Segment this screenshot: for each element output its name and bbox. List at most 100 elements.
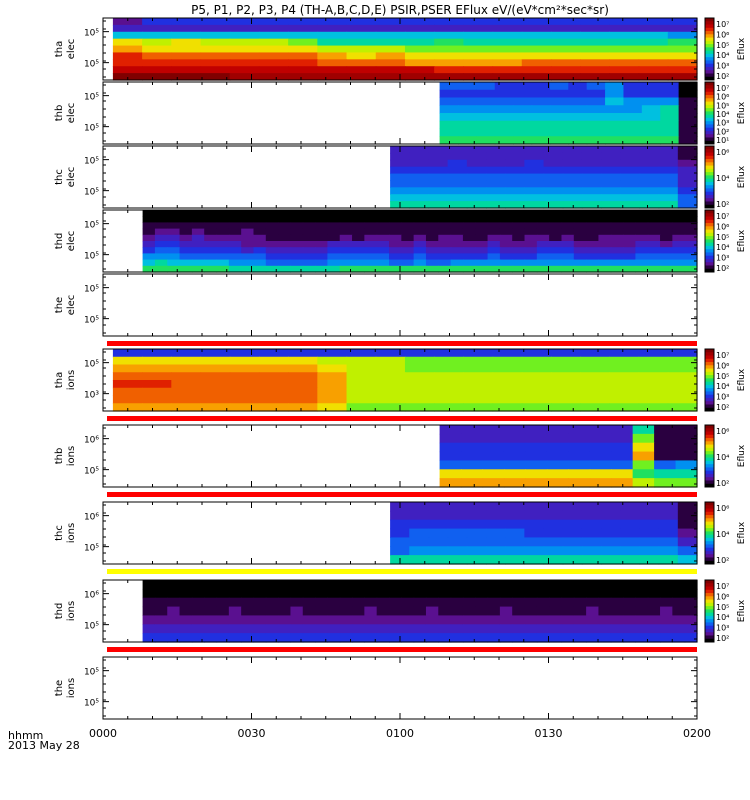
heatmap-cell [638, 380, 669, 389]
colorbar-segment [705, 149, 714, 154]
heatmap-cell [675, 460, 698, 470]
heatmap-cell [505, 166, 525, 175]
heatmap-cell [635, 597, 649, 608]
colorbar-segment [705, 213, 714, 218]
heatmap-cell [364, 241, 378, 248]
heatmap-cell [142, 38, 172, 47]
heatmap-cell [543, 180, 564, 188]
heatmap-cell [632, 451, 655, 462]
heatmap-cell [536, 216, 550, 223]
heatmap-cell [543, 537, 564, 547]
heatmap-cell [179, 624, 193, 634]
heatmap-cell [167, 210, 181, 217]
heatmap-cell [265, 633, 279, 643]
heatmap-cell [598, 615, 612, 625]
heatmap-cell [550, 395, 581, 404]
heatmap-cell [439, 469, 462, 479]
heatmap-cell [486, 546, 506, 556]
heatmap-cell [580, 31, 610, 40]
heatmap-cell [641, 89, 661, 99]
heatmap-cell [536, 633, 550, 643]
heatmap-cell [658, 152, 679, 161]
y-tick-label: 10⁵ [84, 124, 99, 134]
heatmap-cell [672, 241, 686, 248]
heatmap-cell [404, 45, 435, 54]
heatmap-cell [623, 241, 636, 248]
colorbar-segment [705, 397, 714, 402]
heatmap-cell [580, 38, 610, 47]
heatmap-cell [404, 59, 435, 67]
heatmap-cell [466, 166, 487, 175]
heatmap-cell [499, 633, 513, 643]
heatmap-cell [302, 615, 316, 625]
y-tick-label: 10⁵ [84, 188, 99, 198]
heatmap-cell [521, 403, 552, 412]
heatmap-cell [601, 519, 621, 530]
heatmap-cell [167, 241, 181, 248]
heatmap-cell [346, 38, 377, 47]
heatmap-cell [641, 120, 661, 130]
heatmap-cell [492, 364, 523, 373]
heatmap-cell [171, 356, 202, 366]
heatmap-cell [447, 152, 468, 161]
heatmap-cell [524, 580, 538, 590]
chart-title: P5, P1, P2, P3, P4 (TH-A,B,C,D,E) PSIR,P… [191, 3, 609, 17]
heatmap-cell [317, 364, 348, 373]
heatmap-cell [428, 528, 449, 539]
heatmap-cell [352, 259, 365, 267]
heatmap-cell [404, 380, 435, 389]
heatmap-cell [581, 537, 602, 547]
heatmap-cell [409, 510, 430, 521]
heatmap-cell [677, 173, 698, 182]
colorbar-segment [705, 599, 714, 604]
colorbar-segment [705, 434, 714, 439]
colorbar-segment [705, 121, 714, 125]
heatmap-cell [677, 510, 698, 521]
heatmap-cell [290, 606, 304, 617]
heatmap-cell [581, 166, 602, 175]
heatmap-cell [638, 387, 669, 397]
heatmap-cell [524, 159, 545, 168]
colorbar-segment [705, 82, 714, 86]
heatmap-cell [549, 624, 563, 634]
heatmap-cell [216, 253, 230, 261]
heatmap-cell [200, 66, 231, 74]
heatmap-cell [660, 241, 673, 248]
heatmap-cell [229, 380, 260, 389]
heatmap-cell [586, 82, 606, 91]
heatmap-cell [317, 395, 348, 404]
heatmap-cell [171, 59, 202, 67]
heatmap-cell [228, 210, 242, 217]
heatmap-cell [466, 194, 487, 202]
heatmap-cell [641, 97, 661, 106]
heatmap-cell [623, 216, 636, 223]
heatmap-cell [512, 222, 526, 230]
heatmap-cell [568, 97, 588, 106]
colorbar-segment [705, 130, 714, 135]
heatmap-cell [654, 442, 677, 453]
heatmap-cell [204, 580, 218, 590]
heatmap-cell [581, 159, 602, 168]
heatmap-cell [610, 216, 624, 223]
colorbar-frame [704, 81, 715, 145]
heatmap-cell [638, 349, 669, 358]
heatmap-cell [154, 633, 168, 643]
heatmap-cell [375, 73, 406, 81]
heatmap-cell [171, 73, 202, 81]
heatmap-cell [457, 128, 477, 137]
heatmap-cell [658, 180, 679, 188]
heatmap-cell [462, 588, 476, 599]
heatmap-cell [562, 180, 583, 188]
heatmap-cell [389, 253, 402, 261]
heatmap-cell [524, 606, 538, 617]
colorbar-tick-label: 10⁷ [716, 84, 729, 93]
heatmap-cell [409, 187, 430, 195]
heatmap-cell [200, 380, 231, 389]
y-tick-label: 10⁵ [84, 221, 99, 231]
heatmap-cell [216, 216, 230, 223]
heatmap-cell [229, 403, 260, 412]
heatmap-cell [112, 24, 143, 33]
heatmap-cell [660, 105, 680, 114]
heatmap-cell [486, 510, 506, 521]
heatmap-cell [505, 194, 525, 202]
